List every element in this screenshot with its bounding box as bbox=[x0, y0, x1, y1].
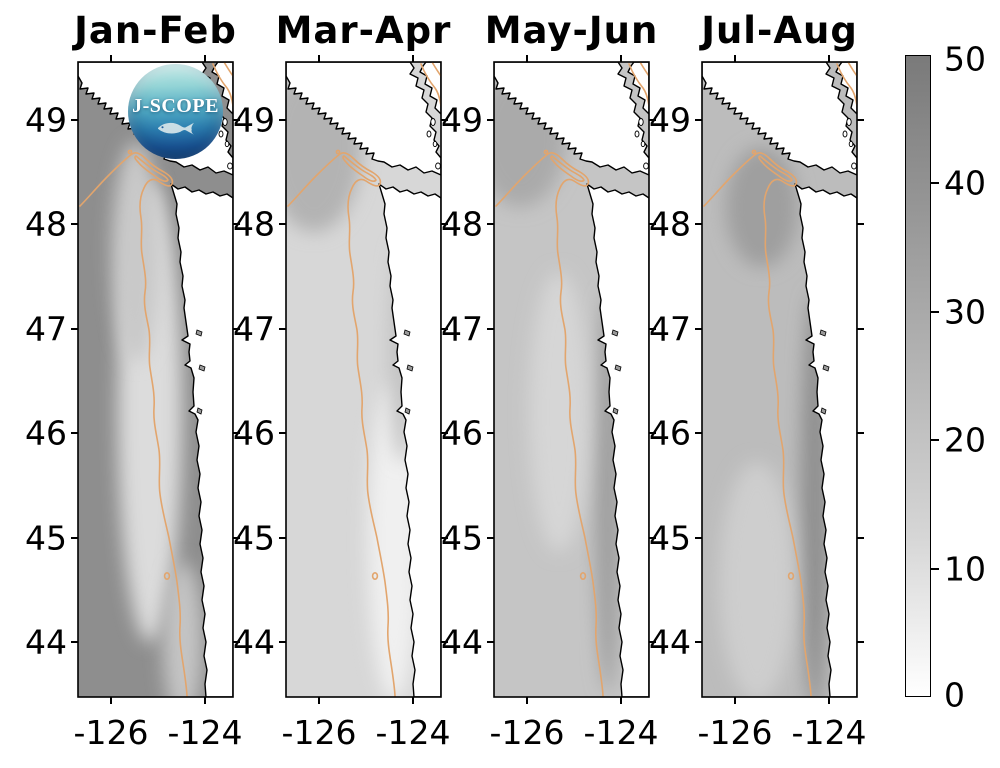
x-tick-label: -124 bbox=[791, 713, 867, 752]
map-panel-jul-aug: Jul-Aug 49 48 47 46 45 44 -126 -124 bbox=[649, 9, 866, 749]
shading-patch bbox=[163, 562, 203, 697]
panel-border bbox=[701, 61, 858, 698]
shading-patch bbox=[112, 142, 160, 362]
y-tick-label: 44 bbox=[649, 622, 691, 662]
y-tick-label: 49 bbox=[649, 100, 691, 140]
colorbar-gradient bbox=[905, 55, 931, 697]
colorbar-tick bbox=[931, 439, 939, 441]
y-tick-label: 48 bbox=[25, 204, 67, 244]
y-tick-label: 49 bbox=[233, 100, 275, 140]
y-tick-label: 48 bbox=[649, 204, 691, 244]
y-tick-label: 45 bbox=[649, 518, 691, 558]
colorbar-tick-label: 50 bbox=[944, 39, 986, 79]
y-tick-label: 44 bbox=[441, 622, 483, 662]
y-tick-label: 47 bbox=[25, 309, 67, 349]
panel-border bbox=[77, 61, 234, 698]
y-tick-label: 46 bbox=[649, 413, 691, 453]
panel-border bbox=[493, 61, 650, 698]
colorbar-tick-label: 20 bbox=[944, 420, 986, 460]
coastal-map-svg bbox=[70, 54, 241, 705]
y-tick-label: 45 bbox=[441, 518, 483, 558]
map-panel-may-jun: May-Jun 49 48 47 46 45 44 -126 -124 bbox=[441, 9, 658, 749]
shading-patch bbox=[529, 272, 589, 552]
panel-title: May-Jun bbox=[484, 9, 659, 52]
x-tick-label: -126 bbox=[697, 713, 773, 752]
y-tick-label: 49 bbox=[441, 100, 483, 140]
y-tick-label: 45 bbox=[233, 518, 275, 558]
y-tick-label: 44 bbox=[25, 622, 67, 662]
coastal-map-svg bbox=[486, 54, 657, 705]
y-tick-label: 46 bbox=[441, 413, 483, 453]
y-tick-label: 47 bbox=[649, 309, 691, 349]
colorbar-tick bbox=[931, 311, 939, 313]
shading-patch bbox=[719, 462, 795, 697]
shading-patch bbox=[726, 147, 798, 267]
coastal-map-svg bbox=[694, 54, 865, 705]
panel-title: Mar-Apr bbox=[275, 9, 452, 52]
panel-title: Jul-Aug bbox=[701, 9, 858, 52]
y-tick-label: 49 bbox=[25, 100, 67, 140]
x-tick-label: -126 bbox=[281, 713, 357, 752]
panel-border bbox=[285, 61, 442, 698]
y-tick-label: 48 bbox=[441, 204, 483, 244]
x-tick-label: -126 bbox=[489, 713, 565, 752]
colorbar-tick-label: 40 bbox=[944, 163, 986, 203]
coastal-map-svg bbox=[278, 54, 449, 705]
y-tick-label: 47 bbox=[441, 309, 483, 349]
map-panel-mar-apr: Mar-Apr 49 48 47 46 45 44 -126 -124 bbox=[233, 9, 450, 749]
y-tick-label: 44 bbox=[233, 622, 275, 662]
y-tick-label: 48 bbox=[233, 204, 275, 244]
x-tick-label: -124 bbox=[583, 713, 659, 752]
colorbar-tick-label: 10 bbox=[944, 549, 986, 589]
colorbar-tick-label: 0 bbox=[944, 675, 965, 715]
colorbar-tick-label: 30 bbox=[944, 292, 986, 332]
y-tick-label: 47 bbox=[233, 309, 275, 349]
jscope-logo: J-SCOPE bbox=[128, 64, 223, 159]
x-tick-label: -126 bbox=[73, 713, 149, 752]
fish-icon bbox=[157, 122, 194, 135]
x-tick-label: -124 bbox=[375, 713, 451, 752]
map-panel-jan-feb: Jan-Feb J-SCOPE 49 48 47 46 45 44 -126 -… bbox=[25, 9, 242, 749]
colorbar: 50 40 30 20 10 0 bbox=[905, 43, 986, 712]
colorbar-tick bbox=[931, 568, 939, 570]
panel-title: Jan-Feb bbox=[74, 9, 237, 52]
y-tick-label: 46 bbox=[233, 413, 275, 453]
colorbar-tick bbox=[931, 182, 939, 184]
x-tick-label: -124 bbox=[167, 713, 243, 752]
y-tick-label: 46 bbox=[25, 413, 67, 453]
jscope-logo-text: J-SCOPE bbox=[132, 94, 219, 117]
y-tick-label: 45 bbox=[25, 518, 67, 558]
